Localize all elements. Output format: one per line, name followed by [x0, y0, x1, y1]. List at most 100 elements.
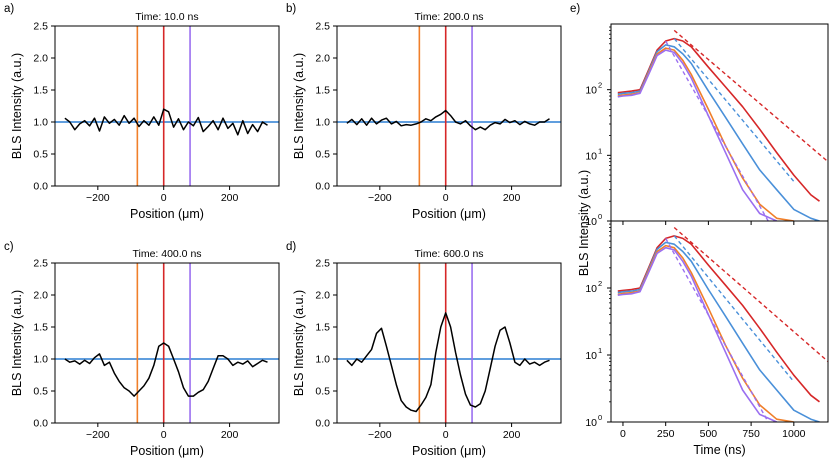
y-tick-label: 0.5	[33, 386, 48, 398]
y-tick-label: 2.5	[315, 21, 330, 33]
y-tick-label: 10	[585, 85, 597, 97]
panel-label: e)	[570, 3, 580, 15]
y-tick-label: 0.0	[315, 181, 330, 193]
panel-b: b) Time: 200.0 ns −200 0 200 0.0 0.5 1.0 1.5 2.0 2…	[286, 3, 562, 221]
y-tick-label: 1.0	[315, 354, 330, 366]
axes-frame	[336, 25, 562, 187]
y-tick-label: 0.0	[33, 181, 48, 193]
x-tick-label: 0	[161, 192, 167, 204]
fit-purple-fit	[665, 238, 769, 422]
axes-frame	[54, 25, 280, 187]
x-tick-label: 200	[221, 429, 239, 441]
y-tick-exponent: 0	[598, 413, 602, 422]
x-axis-label: Position (μm)	[412, 444, 486, 458]
x-tick-label: −200	[86, 429, 110, 441]
y-tick-label: 1.5	[315, 322, 330, 334]
x-axis-label: Time (ns)	[693, 443, 745, 457]
series-orange	[617, 47, 794, 221]
y-tick-label: 10	[585, 283, 597, 295]
panel-d: d) Time: 600.0 ns −200 0 200 0.0 0.5 1.0 1.5 2.0 2…	[286, 241, 562, 458]
y-axis-label: BLS Intensity (a.u.)	[10, 290, 24, 396]
x-tick-label: 200	[503, 192, 521, 204]
x-tick-label: −200	[368, 429, 392, 441]
y-tick-label: 2.0	[33, 290, 48, 302]
y-tick-label: 0.5	[33, 149, 48, 161]
subplot-bottom: 10 010 110 20 250 500 750 1000	[585, 220, 829, 440]
panel-label: b)	[286, 3, 296, 15]
fit-purple-fit	[665, 40, 769, 221]
x-tick-label: 0	[161, 429, 167, 441]
y-axis-label: BLS Intensity (a.u.)	[10, 53, 24, 159]
y-axis-label: BLS Intensity (a.u.)	[577, 170, 591, 276]
series-profile	[64, 108, 268, 136]
panel-a: a) Time: 10.0 ns −200 0 200 0.0 0.5 1.0 1.5 2.0 2.…	[4, 3, 280, 221]
y-tick-exponent: 1	[598, 146, 602, 155]
series-profile	[346, 109, 550, 131]
x-tick-label: 200	[503, 429, 521, 441]
y-tick-exponent: 0	[598, 212, 602, 221]
axes-frame	[610, 23, 829, 222]
y-tick-label: 10	[585, 417, 597, 429]
x-axis-label: Position (μm)	[130, 207, 204, 221]
y-tick-label: 1.5	[33, 322, 48, 334]
y-tick-label: 2.0	[33, 53, 48, 65]
series-profile	[346, 312, 550, 413]
series-blue	[617, 241, 820, 422]
y-tick-label: 1.0	[33, 354, 48, 366]
panel-label: a)	[4, 3, 14, 15]
x-tick-label: 0	[620, 428, 626, 440]
y-tick-exponent: 1	[598, 346, 602, 355]
series-orange	[617, 244, 794, 422]
y-tick-label: 2.0	[315, 53, 330, 65]
x-tick-label: 250	[657, 428, 675, 440]
y-tick-label: 0.0	[315, 418, 330, 430]
y-tick-label: 1.5	[315, 85, 330, 97]
x-axis-label: Position (μm)	[412, 207, 486, 221]
fit-blue-fit	[673, 38, 795, 182]
x-axis-label: Position (μm)	[130, 444, 204, 458]
panel-title: Time: 400.0 ns	[132, 248, 201, 260]
x-tick-label: 750	[742, 428, 760, 440]
x-tick-label: −200	[86, 192, 110, 204]
x-tick-label: 200	[221, 192, 239, 204]
y-tick-label: 10	[585, 216, 597, 228]
x-tick-label: 0	[443, 192, 449, 204]
panel-title: Time: 200.0 ns	[414, 11, 483, 23]
y-tick-label: 2.5	[315, 258, 330, 270]
panel-label: c)	[4, 241, 14, 253]
series-profile	[64, 342, 268, 397]
x-tick-label: 1000	[782, 428, 806, 440]
axes-frame	[54, 262, 280, 424]
y-tick-exponent: 2	[598, 81, 602, 90]
y-axis-label: BLS Intensity (a.u.)	[292, 290, 306, 396]
panel-title: Time: 600.0 ns	[414, 248, 483, 260]
series-red	[617, 37, 820, 202]
panel-c: c) Time: 400.0 ns −200 0 200 0.0 0.5 1.0 1.5 2.0 2…	[4, 241, 280, 458]
fit-blue-fit	[673, 235, 795, 383]
series-purple	[617, 49, 778, 221]
panel-title: Time: 10.0 ns	[135, 11, 198, 23]
y-tick-label: 10	[585, 150, 597, 162]
fit-red-fit	[673, 226, 828, 363]
axes-frame	[336, 262, 562, 424]
y-tick-label: 1.0	[315, 117, 330, 129]
y-tick-label: 0.5	[315, 149, 330, 161]
series-purple	[617, 246, 778, 422]
y-tick-label: 2.5	[33, 258, 48, 270]
x-tick-label: 500	[700, 428, 718, 440]
y-tick-label: 1.0	[33, 117, 48, 129]
series-blue	[617, 44, 820, 221]
y-axis-label: BLS Intensity (a.u.)	[292, 53, 306, 159]
y-tick-label: 2.0	[315, 290, 330, 302]
x-tick-label: −200	[368, 192, 392, 204]
axes-frame	[610, 220, 829, 423]
y-tick-label: 1.5	[33, 85, 48, 97]
y-tick-exponent: 2	[598, 279, 602, 288]
y-tick-label: 2.5	[33, 21, 48, 33]
y-tick-label: 10	[585, 350, 597, 362]
y-tick-label: 0.5	[315, 386, 330, 398]
x-tick-label: 0	[443, 429, 449, 441]
